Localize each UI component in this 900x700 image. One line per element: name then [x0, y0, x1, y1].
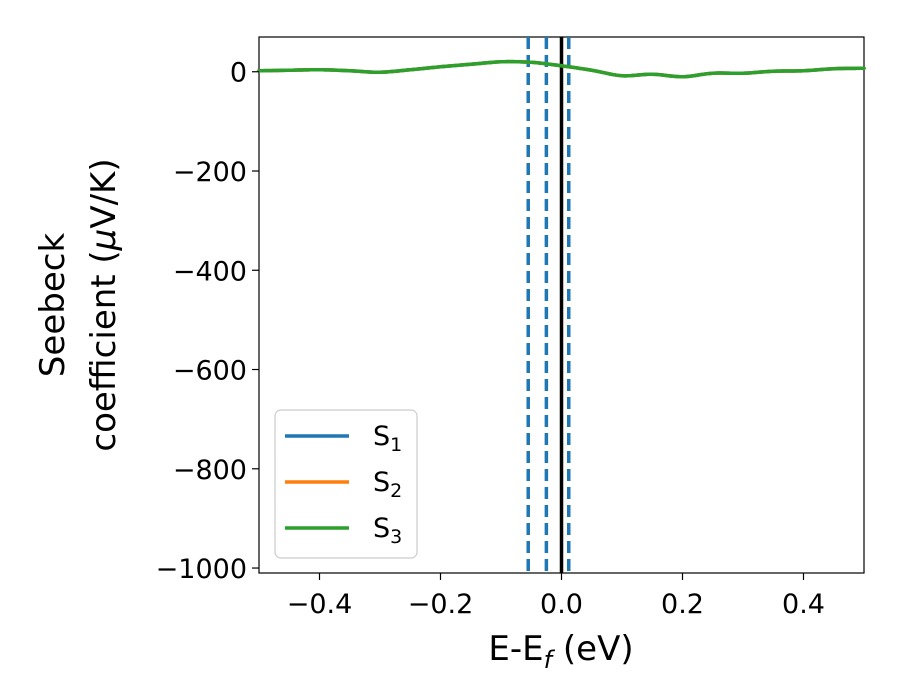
- y-tick-label: 0: [230, 58, 247, 89]
- y-tick-label: −800: [173, 455, 247, 486]
- x-tick-label: 0.0: [540, 589, 583, 620]
- legend: S1 S2 S3: [274, 409, 418, 559]
- legend-box: [274, 409, 418, 559]
- legend-label-s2: S2: [373, 467, 402, 502]
- y-axis-label-mu: μ: [84, 229, 124, 252]
- x-tick-label: −0.2: [408, 589, 474, 620]
- legend-label-s3: S3: [373, 513, 402, 548]
- reference-lines: [526, 37, 571, 573]
- y-axis-label-line2-suffix: V/K): [84, 158, 124, 228]
- x-tick-label: 0.4: [782, 589, 825, 620]
- x-tick-label: −0.4: [287, 589, 353, 620]
- y-tick-label: −600: [173, 356, 247, 387]
- y-tick-label: −1000: [156, 554, 247, 585]
- y-axis-label-line2: coefficient (μV/K): [84, 158, 124, 451]
- y-axis-label-line1: Seebeck: [33, 233, 73, 378]
- y-axis-ticks: 0 −200 −400 −600 −800 −1000: [156, 58, 259, 585]
- series-lines: [257, 59, 866, 79]
- x-axis-label-main: E-E: [488, 629, 543, 669]
- y-tick-label: −400: [173, 256, 247, 287]
- y-axis-label: Seebeck coefficient (μV/K): [33, 158, 124, 451]
- x-tick-label: 0.2: [661, 589, 704, 620]
- series-line-s3: [257, 59, 866, 79]
- x-axis-label-unit: (eV): [552, 629, 634, 669]
- y-axis-label-line2-prefix: coefficient (: [84, 250, 124, 451]
- y-tick-label: −200: [173, 157, 247, 188]
- x-axis-label: E-Ef (eV): [488, 629, 633, 674]
- legend-label-s1: S1: [373, 421, 402, 456]
- x-axis-ticks: −0.4 −0.2 0.0 0.2 0.4: [287, 573, 825, 620]
